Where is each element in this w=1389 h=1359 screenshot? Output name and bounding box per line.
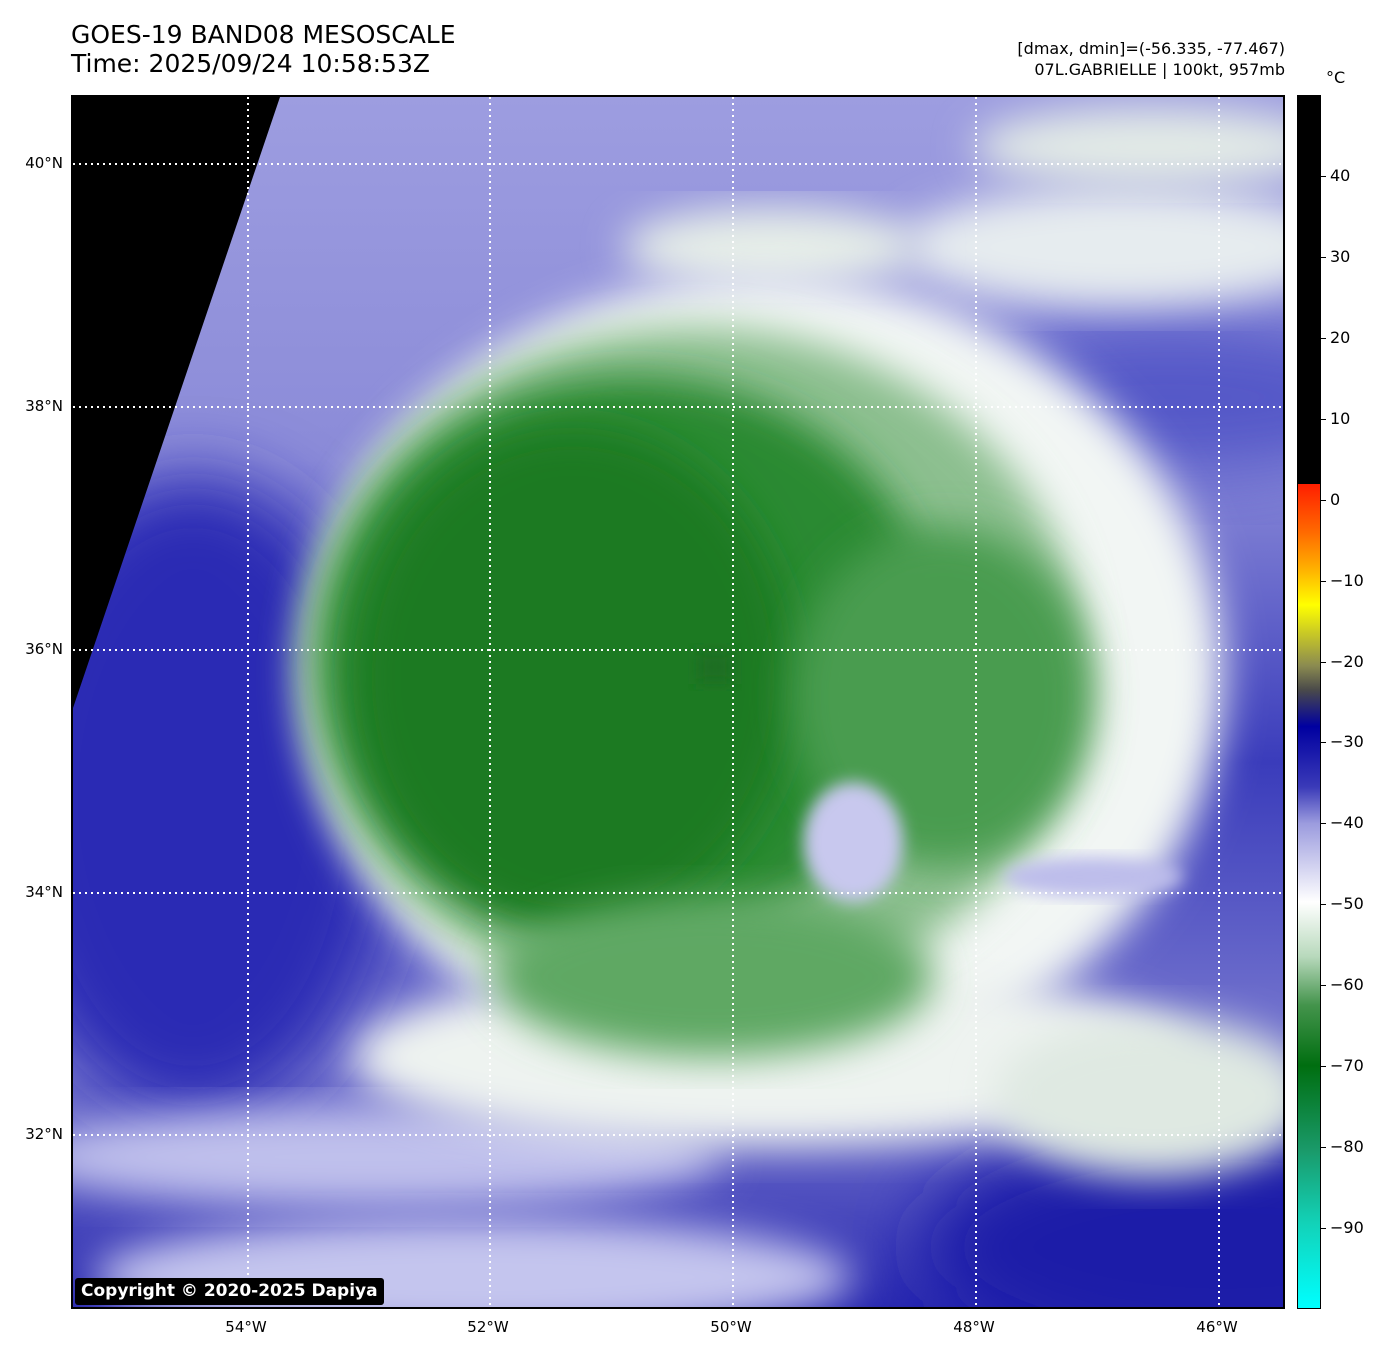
colorbar-tick-label: 0 [1330,489,1341,509]
data-range-text: [dmax, dmin]=(-56.335, -77.467) [1017,39,1285,58]
lat-label-34: 34°N [25,883,63,901]
satellite-map: Copyright © 2020-2025 Dapiya [71,95,1285,1309]
colorbar-tick-label: −90 [1330,1218,1364,1238]
storm-info: [dmax, dmin]=(-56.335, -77.467) 07L.GABR… [1017,38,1285,80]
title-product: GOES-19 BAND08 MESOSCALE [71,20,456,49]
lon-label-48: 48°W [953,1318,995,1336]
lat-label-32: 32°N [25,1125,63,1143]
chart-title: GOES-19 BAND08 MESOSCALE Time: 2025/09/2… [71,20,456,78]
lon-label-54: 54°W [225,1318,267,1336]
colorbar-tick-label: 40 [1330,165,1351,185]
colorbar-tick-mark [1321,175,1326,177]
colorbar-tick-mark [1321,580,1326,582]
colorbar-tick-label: −40 [1330,813,1364,833]
title-time: Time: 2025/09/24 10:58:53Z [71,49,430,78]
storm-name-text: 07L.GABRIELLE | 100kt, 957mb [1034,60,1285,79]
colorbar-tick-mark [1321,904,1326,906]
lon-label-50: 50°W [710,1318,752,1336]
lat-label-40: 40°N [25,154,63,172]
lon-label-46: 46°W [1196,1318,1238,1336]
colorbar-tick-mark [1321,1228,1326,1230]
colorbar-tick-label: −60 [1330,975,1364,995]
colorbar-tick-mark [1321,823,1326,825]
gridlines [73,97,1283,1307]
colorbar-tick-label: −50 [1330,894,1364,914]
colorbar-tick-mark [1321,337,1326,339]
lat-label-36: 36°N [25,640,63,658]
colorbar-tick-mark [1321,499,1326,501]
lon-label-52: 52°W [467,1318,509,1336]
copyright-badge: Copyright © 2020-2025 Dapiya [75,1278,384,1305]
lat-label-38: 38°N [25,397,63,415]
colorbar-tick-label: 10 [1330,408,1351,428]
colorbar-tick-mark [1321,742,1326,744]
colorbar-tick-mark [1321,256,1326,258]
colorbar-tick-label: 20 [1330,327,1351,347]
colorbar-tick-label: −10 [1330,570,1364,590]
colorbar-unit: °C [1326,68,1346,87]
colorbar-tick-label: −80 [1330,1137,1364,1157]
colorbar-tick-mark [1321,1147,1326,1149]
colorbar-tick-label: 30 [1330,246,1351,266]
off-disk-region [73,97,280,708]
colorbar-tick-mark [1321,985,1326,987]
colorbar-tick-label: −20 [1330,651,1364,671]
colorbar [1297,95,1321,1309]
colorbar-tick-label: −30 [1330,732,1364,752]
colorbar-tick-label: −70 [1330,1056,1364,1076]
water-vapor-imagery [73,97,1283,1307]
colorbar-tick-mark [1321,1066,1326,1068]
colorbar-tick-mark [1321,661,1326,663]
colorbar-tick-mark [1321,418,1326,420]
